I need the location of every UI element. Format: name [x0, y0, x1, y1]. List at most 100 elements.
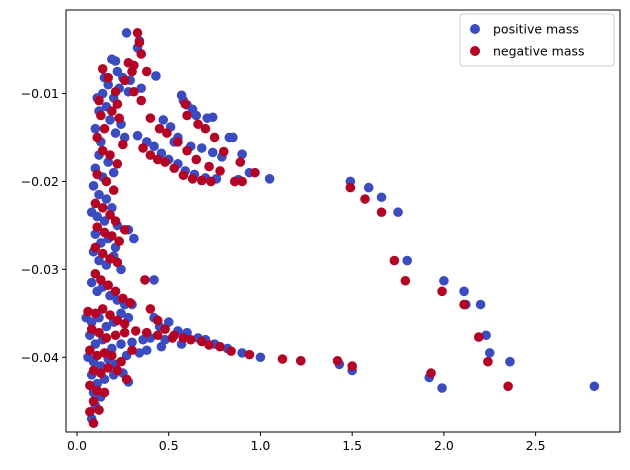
point-positive-23 [207, 112, 218, 123]
point-positive-37 [132, 130, 143, 141]
point-negative-1 [134, 37, 145, 48]
point-negative-80 [145, 304, 156, 314]
point-negative-112 [92, 385, 102, 396]
point-negative-91 [86, 324, 97, 334]
x-tick-label: 0.5 [159, 438, 179, 453]
point-positive-65 [92, 211, 102, 222]
point-negative-93 [101, 333, 112, 343]
point-positive-104 [237, 348, 247, 358]
point-negative-77 [105, 310, 115, 320]
point-positive-143 [481, 330, 491, 341]
point-negative-37 [178, 170, 189, 181]
point-positive-139 [402, 255, 413, 266]
legend-marker [470, 24, 480, 34]
point-positive-114 [160, 334, 170, 345]
point-negative-103 [107, 350, 117, 361]
point-positive-122 [134, 348, 145, 358]
point-negative-89 [226, 346, 236, 356]
point-negative-122 [400, 275, 411, 286]
point-negative-62 [90, 242, 101, 253]
point-negative-123 [437, 286, 447, 297]
point-negative-6 [119, 75, 130, 86]
point-negative-53 [108, 185, 119, 196]
point-negative-49 [105, 150, 115, 160]
point-positive-5 [112, 66, 123, 77]
point-positive-91 [101, 321, 112, 332]
point-negative-20 [218, 146, 229, 157]
point-negative-97 [141, 327, 152, 338]
point-positive-25 [228, 132, 238, 143]
point-positive-144 [484, 348, 495, 358]
point-positive-89 [86, 317, 97, 327]
point-negative-52 [101, 176, 112, 187]
point-negative-132 [426, 368, 436, 378]
point-positive-146 [589, 381, 600, 392]
axes-layer: 0.0 0.5 1.0 1.5 2.0 2.5 −0.04 −0.03 −0.02 −0.01 [21, 86, 546, 453]
point-positive-4 [110, 56, 121, 66]
point-negative-126 [483, 356, 493, 367]
point-positive-142 [475, 299, 486, 310]
point-positive-118 [96, 361, 106, 371]
point-negative-76 [97, 304, 108, 314]
point-positive-34 [196, 143, 207, 153]
point-positive-61 [88, 181, 99, 191]
point-positive-138 [393, 207, 403, 218]
point-negative-71 [110, 286, 121, 297]
x-tick-label: 0.0 [67, 438, 87, 453]
point-negative-63 [97, 248, 108, 259]
point-negative-90 [244, 349, 255, 360]
point-positive-77 [116, 264, 126, 275]
point-positive-81 [86, 277, 97, 288]
point-negative-70 [103, 280, 113, 290]
point-negative-113 [99, 387, 110, 398]
point-negative-61 [114, 236, 124, 247]
point-negative-34 [152, 154, 163, 165]
point-negative-110 [121, 374, 132, 385]
point-positive-12 [136, 83, 147, 94]
point-negative-32 [138, 143, 148, 153]
point-negative-68 [90, 268, 101, 279]
point-negative-67 [140, 275, 150, 285]
x-tick-label: 1.0 [251, 438, 271, 453]
point-negative-128 [332, 355, 343, 366]
point-negative-99 [167, 333, 178, 343]
point-negative-94 [110, 330, 121, 341]
point-negative-22 [250, 167, 260, 178]
point-positive-105 [255, 352, 266, 363]
point-positive-93 [116, 308, 126, 319]
point-positive-53 [110, 128, 121, 138]
x-tick-label: 2.0 [434, 438, 454, 453]
points-layer [81, 28, 600, 429]
point-positive-63 [101, 194, 112, 204]
point-negative-118 [345, 182, 356, 193]
point-negative-81 [152, 315, 163, 326]
point-positive-14 [97, 88, 108, 99]
point-negative-131 [296, 355, 306, 366]
point-negative-13 [112, 99, 123, 109]
y-tick-label: −0.04 [21, 350, 59, 365]
point-positive-74 [94, 255, 104, 266]
point-negative-41 [229, 176, 240, 187]
point-positive-52 [105, 115, 115, 125]
point-negative-127 [503, 381, 513, 392]
point-positive-124 [156, 341, 167, 352]
point-negative-125 [473, 332, 484, 342]
point-positive-39 [149, 141, 159, 152]
x-tick-label: 2.5 [526, 438, 546, 453]
point-negative-124 [459, 299, 469, 310]
plot-frame [65, 9, 621, 433]
point-negative-29 [191, 154, 202, 165]
point-negative-106 [88, 365, 99, 376]
point-negative-36 [169, 163, 180, 174]
point-negative-79 [119, 319, 130, 329]
point-negative-21 [235, 157, 246, 167]
point-negative-87 [204, 340, 214, 350]
point-negative-98 [152, 330, 163, 341]
point-negative-30 [204, 161, 214, 172]
point-negative-65 [112, 257, 123, 268]
point-negative-26 [162, 128, 172, 138]
point-negative-8 [103, 72, 113, 83]
point-negative-45 [107, 106, 117, 116]
y-tick-label: −0.01 [21, 86, 59, 101]
